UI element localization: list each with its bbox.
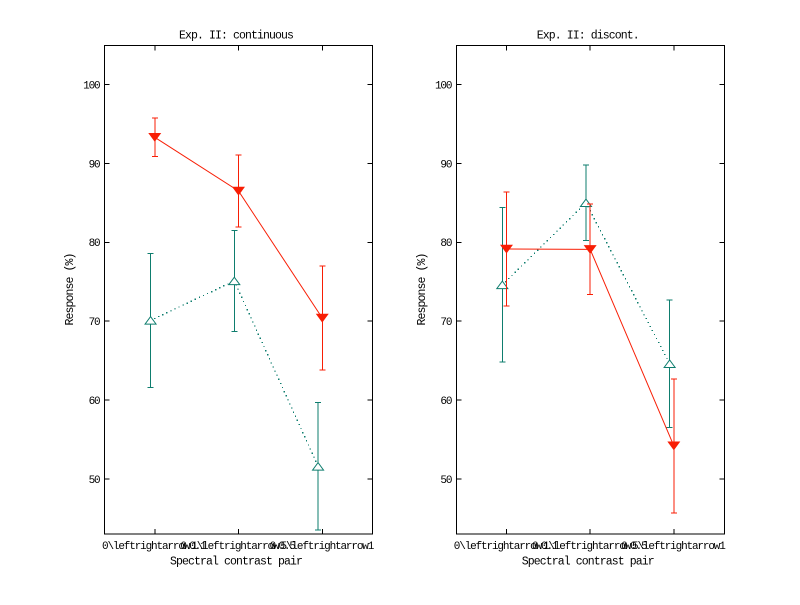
svg-text:90: 90 (89, 159, 100, 171)
svg-text:Exp. II: discont.: Exp. II: discont. (537, 30, 639, 43)
svg-text:Response (%): Response (%) (416, 253, 429, 325)
svg-text:70: 70 (89, 317, 100, 329)
svg-text:70: 70 (440, 317, 451, 329)
svg-text:Spectral contrast pair: Spectral contrast pair (170, 556, 302, 569)
svg-text:Spectral contrast pair: Spectral contrast pair (522, 556, 654, 569)
svg-text:0\leftrightarrow0.1: 0\leftrightarrow0.1 (454, 541, 559, 553)
svg-text:Exp. II: continuous: Exp. II: continuous (179, 30, 293, 43)
svg-text:50: 50 (89, 475, 100, 487)
svg-text:80: 80 (89, 238, 100, 250)
svg-text:0.5\leftrightarrow1: 0.5\leftrightarrow1 (621, 541, 726, 553)
svg-text:80: 80 (440, 238, 451, 250)
svg-text:Response (%): Response (%) (64, 253, 77, 325)
svg-text:50: 50 (440, 475, 451, 487)
svg-text:0.1\leftrightarrow0.5: 0.1\leftrightarrow0.5 (180, 541, 295, 553)
svg-text:0\leftrightarrow0.1: 0\leftrightarrow0.1 (102, 541, 207, 553)
svg-text:60: 60 (89, 396, 100, 408)
svg-text:0.5\leftrightarrow1: 0.5\leftrightarrow1 (270, 541, 375, 553)
svg-text:100: 100 (83, 80, 100, 92)
svg-text:90: 90 (440, 159, 451, 171)
svg-text:100: 100 (435, 80, 452, 92)
svg-text:60: 60 (440, 396, 451, 408)
svg-text:0.1\leftrightarrow0.5: 0.1\leftrightarrow0.5 (532, 541, 647, 553)
